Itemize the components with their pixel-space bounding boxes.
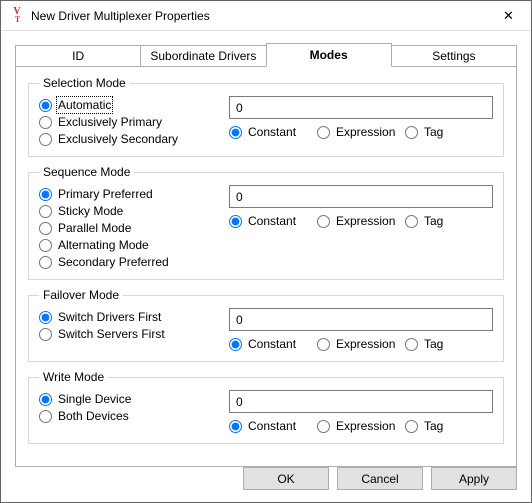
radio-selection-secondary[interactable]	[39, 133, 52, 146]
radio-label: Switch Servers First	[58, 327, 165, 341]
radio-label: Constant	[248, 337, 296, 351]
radio-label: Tag	[424, 125, 443, 139]
radio-label: Tag	[424, 419, 443, 433]
tab-subordinate-drivers[interactable]: Subordinate Drivers	[140, 45, 266, 67]
radio-label: Tag	[424, 337, 443, 351]
apply-button[interactable]: Apply	[431, 467, 517, 490]
radio-sequence-type-constant[interactable]	[229, 215, 242, 228]
modes-panel: Selection Mode Automatic Exclusively Pri…	[15, 66, 517, 467]
radio-sequence-primary-preferred[interactable]	[39, 188, 52, 201]
radio-label: Parallel Mode	[58, 221, 131, 235]
group-write-mode: Write Mode Single Device Both Devices	[28, 370, 504, 444]
radio-label: Constant	[248, 419, 296, 433]
radio-sequence-alternating[interactable]	[39, 239, 52, 252]
radio-label: Secondary Preferred	[58, 255, 169, 269]
radio-sequence-type-expression[interactable]	[317, 215, 330, 228]
radio-write-type-tag[interactable]	[405, 420, 418, 433]
radio-failover-type-expression[interactable]	[317, 338, 330, 351]
group-legend: Write Mode	[39, 370, 108, 384]
radio-failover-servers-first[interactable]	[39, 328, 52, 341]
radio-selection-type-constant[interactable]	[229, 126, 242, 139]
group-selection-mode: Selection Mode Automatic Exclusively Pri…	[28, 76, 504, 157]
app-logo-icon: V T	[9, 8, 25, 24]
group-legend: Failover Mode	[39, 288, 123, 302]
tab-strip: ID Subordinate Drivers Modes Settings	[15, 45, 517, 67]
radio-label: Expression	[336, 125, 395, 139]
radio-label: Constant	[248, 125, 296, 139]
group-legend: Sequence Mode	[39, 165, 134, 179]
write-value-input[interactable]	[229, 390, 493, 413]
radio-write-type-constant[interactable]	[229, 420, 242, 433]
radio-label: Switch Drivers First	[58, 310, 161, 324]
radio-label: Constant	[248, 214, 296, 228]
close-button[interactable]: ✕	[486, 1, 531, 30]
radio-label: Tag	[424, 214, 443, 228]
selection-value-input[interactable]	[229, 96, 493, 119]
failover-value-input[interactable]	[229, 308, 493, 331]
radio-write-type-expression[interactable]	[317, 420, 330, 433]
radio-sequence-parallel[interactable]	[39, 222, 52, 235]
radio-selection-type-expression[interactable]	[317, 126, 330, 139]
radio-label: Exclusively Secondary	[58, 132, 178, 146]
radio-selection-automatic[interactable]	[39, 99, 52, 112]
tab-settings[interactable]: Settings	[391, 45, 517, 67]
radio-failover-type-tag[interactable]	[405, 338, 418, 351]
radio-label: Expression	[336, 214, 395, 228]
radio-sequence-secondary-preferred[interactable]	[39, 256, 52, 269]
radio-failover-type-constant[interactable]	[229, 338, 242, 351]
cancel-button[interactable]: Cancel	[337, 467, 423, 490]
tab-modes[interactable]: Modes	[266, 43, 392, 67]
radio-label: Single Device	[58, 392, 131, 406]
radio-label: Primary Preferred	[58, 187, 153, 201]
radio-selection-primary[interactable]	[39, 116, 52, 129]
radio-selection-type-tag[interactable]	[405, 126, 418, 139]
radio-label: Sticky Mode	[58, 204, 123, 218]
radio-label: Exclusively Primary	[58, 115, 162, 129]
radio-write-both-devices[interactable]	[39, 410, 52, 423]
tab-id[interactable]: ID	[15, 45, 141, 67]
radio-label: Both Devices	[58, 409, 129, 423]
radio-label: Expression	[336, 337, 395, 351]
window-title: New Driver Multiplexer Properties	[31, 9, 486, 23]
radio-failover-drivers-first[interactable]	[39, 311, 52, 324]
radio-write-single-device[interactable]	[39, 393, 52, 406]
group-sequence-mode: Sequence Mode Primary Preferred Sticky M…	[28, 165, 504, 280]
sequence-value-input[interactable]	[229, 185, 493, 208]
radio-label: Alternating Mode	[58, 238, 149, 252]
dialog-button-row: OK Cancel Apply	[243, 467, 517, 490]
group-failover-mode: Failover Mode Switch Drivers First Switc…	[28, 288, 504, 362]
radio-label: Automatic	[58, 98, 111, 112]
radio-sequence-type-tag[interactable]	[405, 215, 418, 228]
radio-label: Expression	[336, 419, 395, 433]
radio-sequence-sticky[interactable]	[39, 205, 52, 218]
ok-button[interactable]: OK	[243, 467, 329, 490]
group-legend: Selection Mode	[39, 76, 130, 90]
title-bar: V T New Driver Multiplexer Properties ✕	[1, 1, 531, 31]
